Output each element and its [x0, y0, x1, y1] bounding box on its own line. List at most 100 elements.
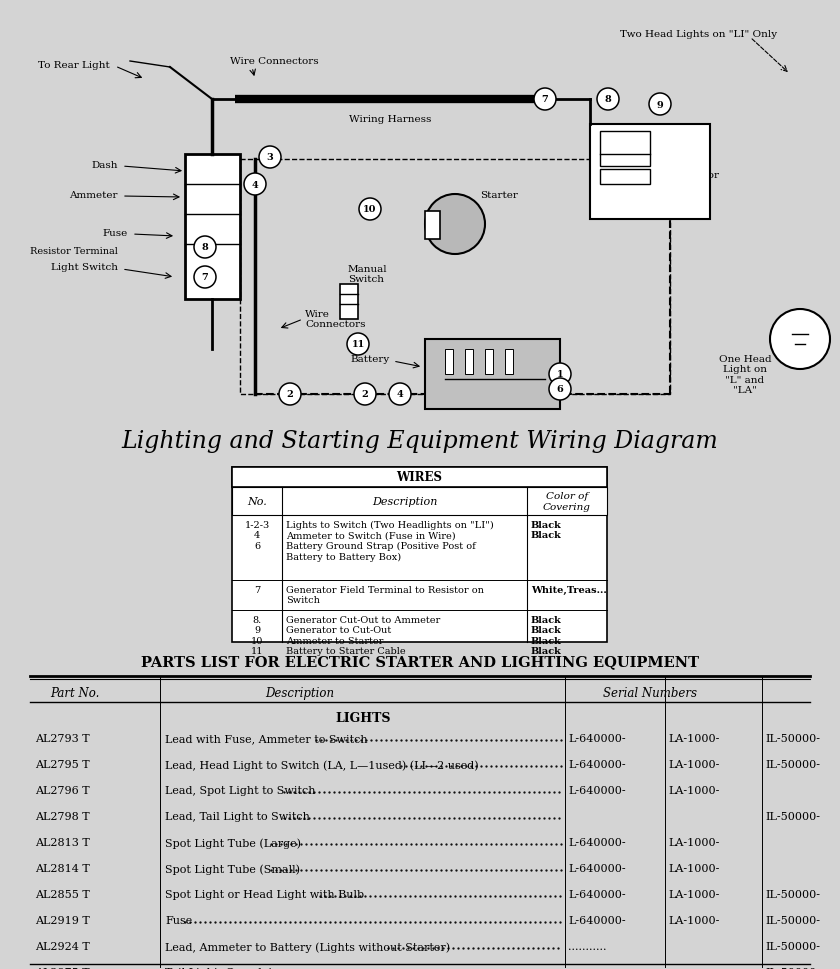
Bar — [600, 170, 650, 185]
Text: Lighting and Starting Equipment Wiring Diagram: Lighting and Starting Equipment Wiring D… — [122, 429, 718, 453]
Text: Lead, Head Light to Switch (LA, L—1used) (LI—2 used): Lead, Head Light to Switch (LA, L—1used)… — [165, 760, 479, 769]
Text: L-640000-: L-640000- — [568, 734, 626, 743]
Text: 8: 8 — [202, 243, 208, 252]
Text: Wire Connectors: Wire Connectors — [230, 57, 318, 67]
Text: LIGHTS: LIGHTS — [335, 711, 391, 724]
Bar — [340, 285, 358, 320]
Text: 9: 9 — [657, 101, 664, 109]
Text: LA-1000-: LA-1000- — [668, 915, 719, 925]
Text: 4: 4 — [396, 391, 403, 399]
Circle shape — [359, 199, 381, 221]
Bar — [425, 212, 440, 239]
Text: 1-2-3
4
6: 1-2-3 4 6 — [244, 520, 270, 550]
Text: ...........: ........... — [568, 941, 606, 951]
Bar — [232, 467, 607, 642]
Circle shape — [425, 195, 485, 255]
Bar — [185, 155, 240, 299]
Text: Starter: Starter — [480, 190, 518, 200]
Text: LA-1000-: LA-1000- — [668, 890, 719, 899]
Text: Lead, Ammeter to Battery (Lights without Starter): Lead, Ammeter to Battery (Lights without… — [165, 941, 450, 952]
Bar — [232, 487, 607, 516]
Text: IL-50000-: IL-50000- — [765, 890, 820, 899]
Text: No.: No. — [247, 496, 267, 507]
Text: Serial Numbers: Serial Numbers — [603, 686, 697, 700]
Text: AL2795 T: AL2795 T — [35, 760, 90, 769]
Text: 7: 7 — [542, 95, 549, 105]
Circle shape — [194, 236, 216, 259]
Bar — [445, 350, 453, 375]
Text: 3: 3 — [266, 153, 273, 163]
Text: Fuse: Fuse — [102, 229, 128, 237]
Bar — [505, 350, 513, 375]
Text: Generator Field Terminal to Resistor on
Switch: Generator Field Terminal to Resistor on … — [286, 585, 484, 605]
Text: AL2855 T: AL2855 T — [35, 890, 90, 899]
Text: AL2975 T: AL2975 T — [35, 967, 90, 969]
Text: AL2798 T: AL2798 T — [35, 811, 90, 821]
Text: Wire
Connectors: Wire Connectors — [305, 310, 365, 329]
Text: 2: 2 — [362, 391, 369, 399]
Text: Description: Description — [265, 686, 334, 700]
Text: Black
Black
Black
Black: Black Black Black Black — [531, 615, 562, 655]
Text: 7: 7 — [202, 273, 208, 282]
Circle shape — [194, 266, 216, 289]
Text: White,Treas...: White,Treas... — [531, 585, 606, 594]
Text: Resistor Terminal: Resistor Terminal — [30, 247, 118, 256]
Text: L-640000-: L-640000- — [568, 915, 626, 925]
Circle shape — [549, 363, 571, 386]
Text: LA-1000-: LA-1000- — [668, 734, 719, 743]
Circle shape — [354, 384, 376, 406]
Circle shape — [347, 333, 369, 356]
Circle shape — [597, 89, 619, 110]
Text: Description: Description — [372, 496, 437, 507]
Text: Color of
Covering: Color of Covering — [543, 492, 591, 512]
Text: Light Switch: Light Switch — [51, 264, 118, 272]
Bar — [600, 132, 650, 167]
Text: L-640000-: L-640000- — [568, 760, 626, 769]
Circle shape — [259, 147, 281, 169]
Text: Part No.: Part No. — [50, 686, 99, 700]
Text: AL2796 T: AL2796 T — [35, 785, 90, 796]
Bar — [15, 15, 825, 415]
Circle shape — [649, 94, 671, 116]
Text: L-640000-: L-640000- — [568, 863, 626, 873]
Circle shape — [770, 310, 830, 369]
Text: 2: 2 — [286, 391, 293, 399]
Text: WIRES: WIRES — [396, 471, 443, 484]
Text: IL-50000-: IL-50000- — [765, 941, 820, 951]
Text: L-640000-: L-640000- — [568, 785, 626, 796]
Text: Black
Black: Black Black — [531, 520, 562, 540]
Text: LA-1000-: LA-1000- — [668, 837, 719, 847]
Text: Lights to Switch (Two Headlights on "LI")
Ammeter to Switch (Fuse in Wire)
Batte: Lights to Switch (Two Headlights on "LI"… — [286, 520, 494, 561]
Text: Generator: Generator — [665, 171, 719, 179]
Text: Ammeter: Ammeter — [70, 190, 118, 200]
Text: Generator Cut-Out to Ammeter
Generator to Cut-Out
Ammeter to Starter
Battery to : Generator Cut-Out to Ammeter Generator t… — [286, 615, 440, 655]
Text: 10: 10 — [363, 205, 377, 214]
Text: AL2793 T: AL2793 T — [35, 734, 90, 743]
Text: IL-50000-: IL-50000- — [765, 760, 820, 769]
Bar — [240, 160, 670, 394]
Text: 7: 7 — [254, 585, 260, 594]
Text: Spot Light or Head Light with Bulb: Spot Light or Head Light with Bulb — [165, 890, 364, 899]
Text: 8: 8 — [605, 95, 612, 105]
Text: Spot Light Tube (Large): Spot Light Tube (Large) — [165, 837, 301, 848]
Text: AL2813 T: AL2813 T — [35, 837, 90, 847]
Text: One Head
Light on
"L" and
"LA": One Head Light on "L" and "LA" — [719, 355, 771, 394]
Text: Dash: Dash — [92, 160, 118, 170]
Text: Lead, Tail Light to Switch: Lead, Tail Light to Switch — [165, 811, 310, 821]
Circle shape — [389, 384, 411, 406]
Text: 1: 1 — [557, 370, 564, 379]
Bar — [425, 340, 560, 410]
Text: Spot Light Tube (Small): Spot Light Tube (Small) — [165, 863, 300, 874]
Text: PARTS LIST FOR ELECTRIC STARTER AND LIGHTING EQUIPMENT: PARTS LIST FOR ELECTRIC STARTER AND LIGH… — [141, 654, 699, 669]
Circle shape — [549, 379, 571, 400]
Text: 6: 6 — [557, 385, 564, 394]
Text: To Rear Light: To Rear Light — [39, 60, 110, 70]
Bar — [232, 467, 607, 487]
Circle shape — [279, 384, 301, 406]
Text: 11: 11 — [351, 340, 365, 349]
Text: IL-50000-: IL-50000- — [765, 967, 820, 969]
Text: IL-50000-: IL-50000- — [765, 734, 820, 743]
Text: LA-1000-: LA-1000- — [668, 760, 719, 769]
Text: IL-50000-: IL-50000- — [765, 811, 820, 821]
Text: Lead with Fuse, Ammeter to Switch: Lead with Fuse, Ammeter to Switch — [165, 734, 368, 743]
